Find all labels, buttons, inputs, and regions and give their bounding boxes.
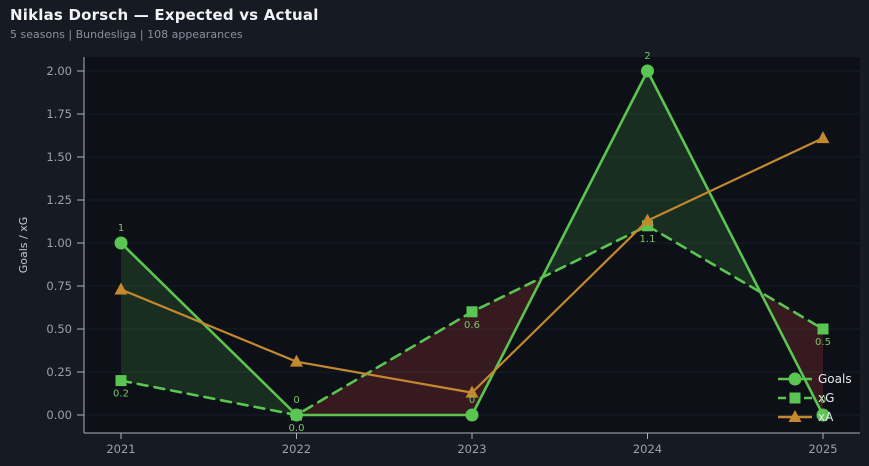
legend-label-goals: Goals — [818, 372, 852, 386]
svg-text:Goals / xG: Goals / xG — [17, 217, 30, 274]
point-label: 0 — [469, 395, 475, 406]
legend-label-xg: xG — [818, 391, 834, 405]
y-tick-label: 1.25 — [46, 193, 72, 207]
series-xa — [114, 131, 830, 398]
x-tick-label: 2025 — [808, 442, 837, 456]
point-label: 0.0 — [289, 423, 305, 434]
x-tick-label: 2023 — [457, 442, 486, 456]
y-tick-label: 1.50 — [46, 150, 72, 164]
y-axis-label: Goals / xG — [17, 217, 30, 274]
y-tick-label: 1.00 — [46, 236, 72, 250]
y-tick-label: 0.00 — [46, 408, 72, 422]
x-tick-label: 2022 — [282, 442, 311, 456]
x-tick-label: 2024 — [633, 442, 662, 456]
legend: Goals xG xA — [778, 372, 852, 424]
point-label: 1 — [118, 223, 124, 234]
x-tick-label: 2021 — [106, 442, 135, 456]
y-tick-label: 0.50 — [46, 322, 72, 336]
y-tick-label: 2.00 — [46, 64, 72, 78]
chart-header: Niklas Dorsch — Expected vs Actual 5 sea… — [10, 6, 319, 41]
axes: 0.000.250.500.751.001.251.501.752.002021… — [46, 57, 860, 456]
annotations: 1 0 0 2 0 0.2 0.0 0.6 1.1 0.5 — [113, 51, 831, 434]
point-label: 0.5 — [815, 337, 831, 348]
point-label: 0.2 — [113, 389, 129, 400]
point-label: 1.1 — [640, 234, 656, 245]
plot-area — [84, 57, 860, 433]
y-tick-label: 0.75 — [46, 279, 72, 293]
series-xg — [115, 220, 829, 421]
gridlines — [84, 70, 860, 416]
chart-title: Niklas Dorsch — Expected vs Actual — [10, 6, 319, 24]
chart-subtitle: 5 seasons | Bundesliga | 108 appearances — [10, 28, 243, 41]
y-tick-label: 1.75 — [46, 107, 72, 121]
legend-label-xa: xA — [818, 410, 834, 424]
point-label: 0 — [293, 395, 299, 406]
point-label: 0 — [820, 395, 826, 406]
point-label: 0.6 — [464, 320, 480, 331]
y-tick-label: 0.25 — [46, 365, 72, 379]
point-label: 2 — [644, 51, 650, 62]
